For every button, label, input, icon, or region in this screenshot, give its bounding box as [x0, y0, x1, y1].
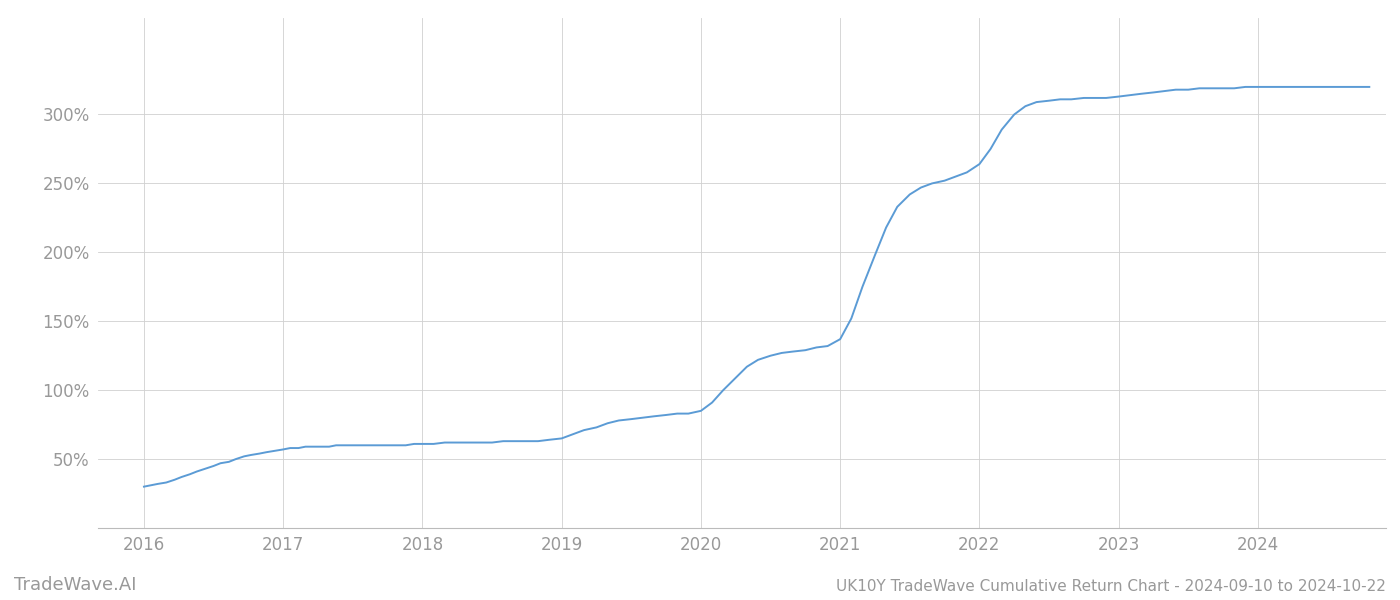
Text: UK10Y TradeWave Cumulative Return Chart - 2024-09-10 to 2024-10-22: UK10Y TradeWave Cumulative Return Chart … [836, 579, 1386, 594]
Text: TradeWave.AI: TradeWave.AI [14, 576, 137, 594]
